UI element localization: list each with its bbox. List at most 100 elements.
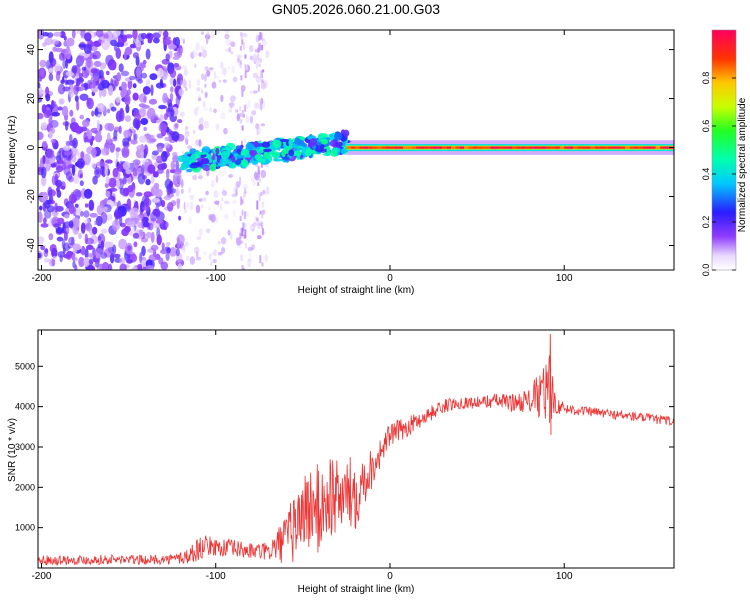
spectrogram-y-axis-label: Frequency (Hz) [7, 116, 18, 185]
heatmap-cell [175, 160, 180, 170]
heatmap-cell [262, 189, 266, 195]
heatmap-cell [241, 33, 248, 38]
heatmap-cell [162, 30, 169, 38]
heatmap-cell [141, 245, 146, 257]
heatmap-cell [177, 237, 181, 250]
heatmap-cell [195, 204, 201, 214]
heatmap-cell [215, 216, 219, 224]
heatmap-cell [53, 31, 62, 37]
heatmap-cell [54, 202, 58, 213]
heatmap-cell [156, 133, 164, 139]
heatmap-cell [256, 130, 259, 135]
heatmap-cell [71, 65, 78, 74]
heatmap-cell [119, 263, 127, 270]
heatmap-cell [129, 43, 137, 49]
heatmap-cell [121, 81, 127, 91]
heatmap-cell [581, 146, 586, 149]
heatmap-cell [211, 251, 216, 256]
heatmap-cell [126, 259, 133, 264]
heatmap-cell [262, 40, 267, 47]
heatmap-cell [42, 32, 50, 37]
heatmap-cell [134, 200, 138, 208]
heatmap-cell [92, 175, 98, 185]
heatmap-cell [91, 81, 96, 89]
heatmap-cell [214, 200, 220, 205]
heatmap-cell [572, 146, 578, 149]
heatmap-cell [68, 88, 74, 99]
heatmap-cell [261, 161, 263, 168]
heatmap-cell [651, 146, 656, 149]
heatmap-cell [139, 63, 146, 69]
heatmap-cell [188, 216, 192, 225]
heatmap-cell [83, 82, 89, 91]
heatmap-cell [165, 252, 170, 261]
heatmap-cell [187, 187, 192, 194]
heatmap-cell [217, 156, 221, 164]
heatmap-cell [113, 253, 121, 259]
heatmap-cell [101, 261, 110, 270]
heatmap-cell [236, 155, 245, 159]
heatmap-cell [135, 120, 140, 131]
heatmap-cell [257, 84, 260, 92]
heatmap-cell [122, 161, 131, 170]
heatmap-cell [132, 52, 139, 59]
heatmap-cell [76, 77, 84, 83]
heatmap-cell [244, 64, 247, 70]
heatmap-cell [260, 123, 265, 127]
heatmap-cell [145, 178, 151, 186]
heatmap-cell [180, 179, 184, 188]
heatmap-cell [211, 154, 216, 161]
heatmap-cell [202, 100, 206, 108]
heatmap-cell [53, 223, 62, 228]
heatmap-cell [241, 110, 244, 117]
heatmap-cell [219, 158, 223, 167]
heatmap-cell [63, 157, 72, 170]
heatmap-cell [451, 146, 456, 149]
heatmap-cell [294, 137, 301, 145]
heatmap-cell [189, 256, 195, 265]
heatmap-cell [161, 162, 168, 170]
heatmap-cell [252, 90, 258, 94]
heatmap-cell [161, 242, 165, 251]
heatmap-cell [227, 229, 231, 236]
heatmap-cell [219, 203, 223, 212]
heatmap-cell [241, 209, 244, 217]
heatmap-cell [48, 116, 53, 126]
heatmap-cell [230, 51, 234, 55]
heatmap-cell [141, 164, 145, 175]
spectrogram-y-ticks: -40 -20 0 20 40 [26, 44, 674, 253]
heatmap-cell [202, 197, 207, 202]
heatmap-cell [232, 76, 238, 83]
heatmap-cell [208, 67, 214, 71]
heatmap-cell [143, 87, 150, 94]
heatmap-cell [138, 93, 147, 103]
heatmap-cell [258, 178, 261, 183]
heatmap-cell [228, 108, 233, 113]
heatmap-cell [194, 63, 197, 69]
heatmap-cell [58, 52, 65, 61]
heatmap-cell [84, 32, 92, 42]
heatmap-cell [196, 251, 199, 259]
heatmap-cell [564, 146, 569, 149]
heatmap-cell [103, 206, 108, 212]
heatmap-cell [664, 146, 669, 149]
heatmap-cell [42, 154, 46, 165]
colorbar: 0.0 0.2 0.4 0.6 0.8 Normalized spectral ampl… [701, 29, 748, 276]
heatmap-cell [411, 146, 417, 149]
heatmap-cell [193, 246, 200, 254]
heatmap-cell [137, 263, 143, 270]
heatmap-cell [79, 173, 83, 179]
heatmap-cell [295, 153, 301, 157]
heatmap-cell [221, 190, 228, 196]
heatmap-cell [64, 150, 72, 156]
y-tick-label: 3000 [15, 442, 35, 452]
heatmap-cell [240, 75, 243, 81]
heatmap-cell [220, 112, 226, 120]
heatmap-cell [42, 42, 47, 47]
heatmap-cell [542, 146, 547, 149]
heatmap-cell [48, 130, 53, 140]
heatmap-cell [57, 106, 63, 111]
heatmap-cell [249, 90, 254, 95]
heatmap-cell [125, 168, 132, 175]
heatmap-cell [74, 203, 79, 208]
